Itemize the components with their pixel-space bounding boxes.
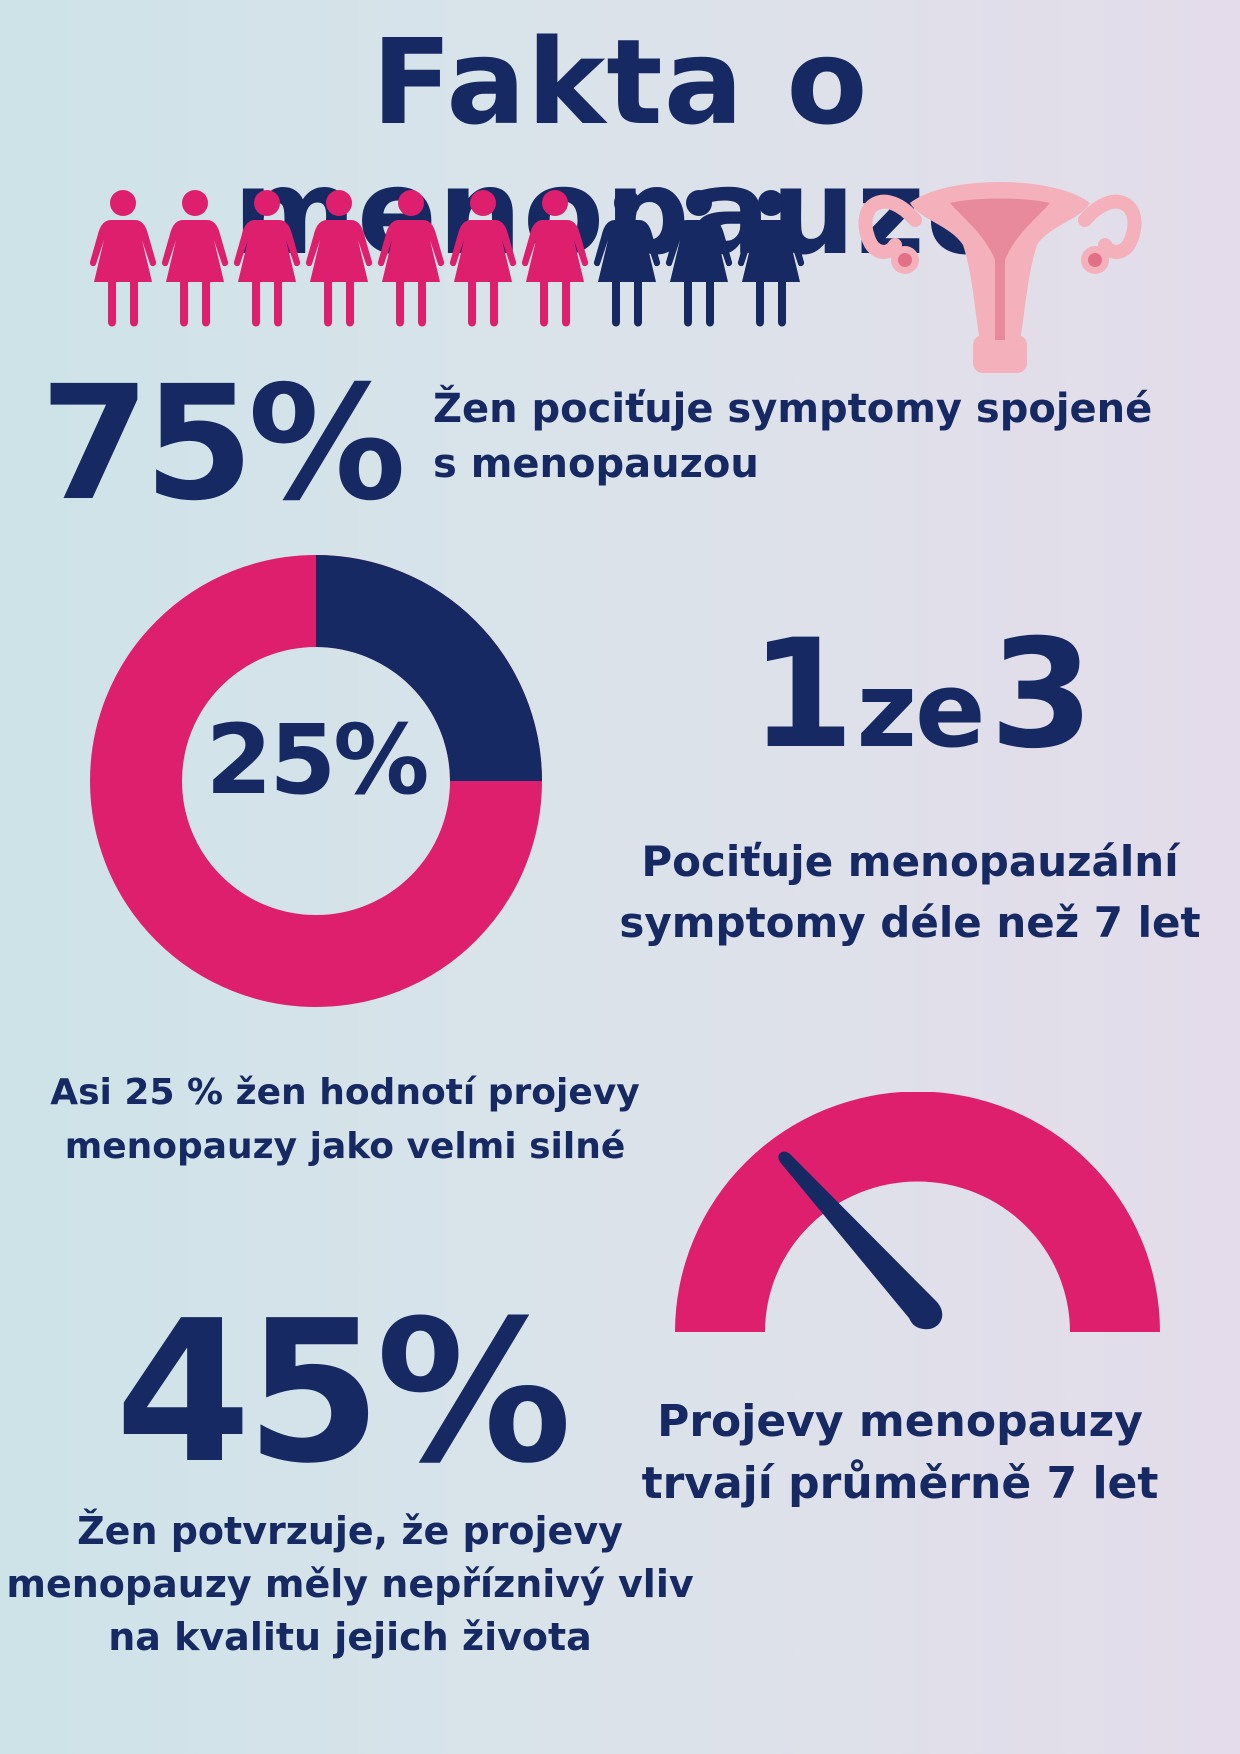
stat-45-value: 45%: [115, 1279, 572, 1507]
one-of-three-text: Pociťuje menopauzální symptomy déle než …: [619, 837, 1201, 947]
people-icons: [90, 190, 805, 327]
stat-75-value: 75%: [40, 352, 406, 536]
woman-figure-icon: [90, 190, 157, 327]
donut-highlight-segment: [316, 555, 542, 781]
gauge-needle: [778, 1151, 943, 1330]
uterus-icon: [858, 182, 1142, 373]
woman-figure-icon: [305, 190, 373, 327]
woman-figure-icon: [233, 190, 301, 327]
gauge-icon: [675, 1092, 1160, 1332]
one-of-three-word: ze: [856, 649, 985, 771]
woman-figure-icon: [665, 190, 733, 327]
stat-45-text: Žen potvrzuje, že projevy menopauzy měly…: [6, 1509, 694, 1660]
woman-figure-icon: [737, 190, 805, 327]
stat-75-text: Žen pociťuje symptomy spojené s menopauz…: [433, 386, 1153, 488]
one-of-three-num2: 3: [989, 608, 1094, 782]
one-of-three: 1ze3: [620, 620, 1220, 770]
gauge-arc: [675, 1092, 1160, 1332]
donut-chart: [90, 555, 542, 1007]
one-of-three-num1: 1: [750, 608, 854, 782]
woman-figure-icon: [521, 190, 589, 327]
woman-figure-icon: [161, 190, 229, 327]
gauge-text: Projevy menopauzy trvají průměrně 7 let: [641, 1396, 1159, 1510]
woman-figure-icon: [449, 190, 517, 327]
stat-25-text: Asi 25 % žen hodnotí projevy menopauzy j…: [50, 1072, 640, 1167]
donut-label: 25%: [205, 704, 430, 816]
woman-figure-icon: [377, 190, 445, 327]
woman-figure-icon: [593, 190, 661, 327]
